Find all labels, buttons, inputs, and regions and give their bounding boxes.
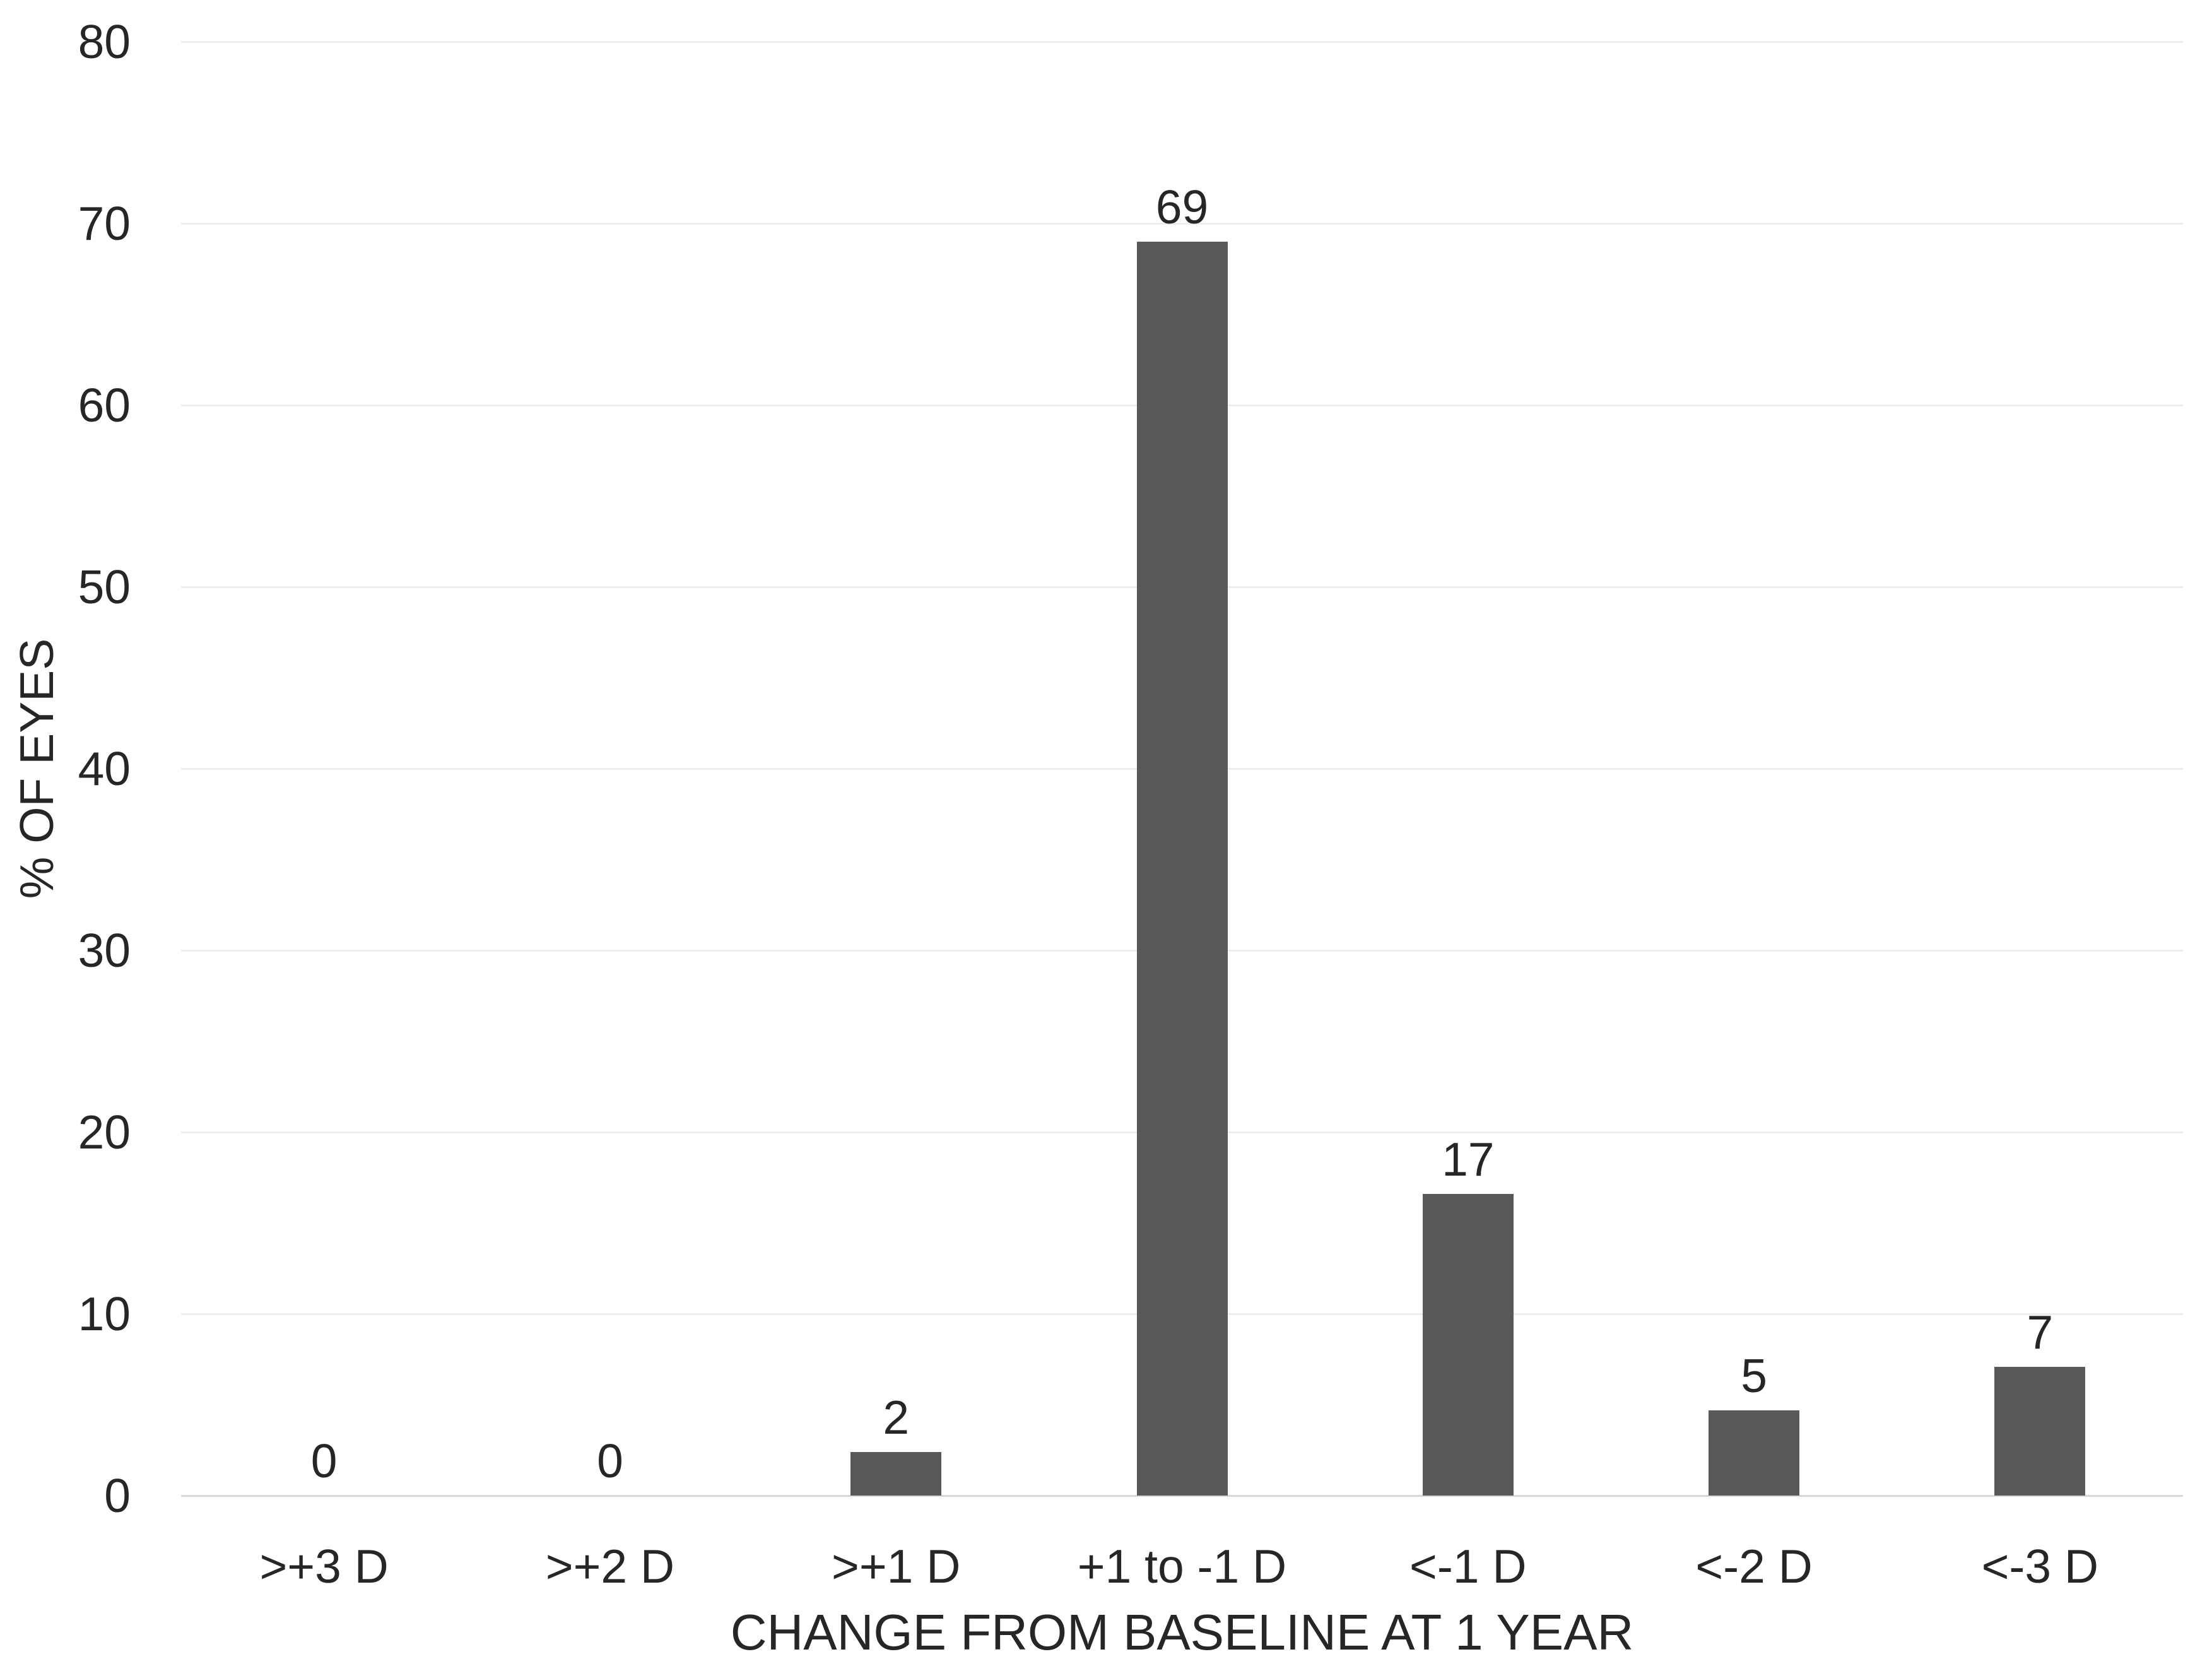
bar [1994, 1366, 2086, 1496]
bar [1422, 1193, 1514, 1496]
x-axis-line [181, 1495, 2183, 1497]
y-tick-label: 60 [78, 379, 131, 432]
bar [1709, 1410, 1800, 1496]
y-tick-label: 0 [104, 1469, 131, 1522]
x-tick-label: +1 to -1 D [1077, 1540, 1287, 1593]
x-tick-label: <-3 D [1981, 1540, 2099, 1593]
bar-value-label: 0 [310, 1434, 338, 1487]
x-tick-label: >+2 D [545, 1540, 675, 1593]
bar-value-label: 69 [1155, 180, 1209, 233]
bar [1136, 241, 1228, 1496]
bar-value-label: 2 [883, 1390, 910, 1444]
bar-value-label: 5 [1741, 1349, 1767, 1402]
x-tick-label: <-1 D [1409, 1540, 1527, 1593]
y-tick-label: 50 [78, 560, 131, 613]
gridline [181, 41, 2183, 43]
x-tick-label: <-2 D [1695, 1540, 1813, 1593]
y-tick-label: 30 [78, 924, 131, 977]
x-tick-label: >+1 D [832, 1540, 961, 1593]
x-axis-title: CHANGE FROM BASELINE AT 1 YEAR [730, 1604, 1634, 1660]
y-tick-label: 40 [78, 742, 131, 795]
y-tick-label: 20 [78, 1106, 131, 1159]
bar-value-label: 7 [2027, 1305, 2054, 1359]
bar [850, 1451, 942, 1496]
y-tick-label: 10 [78, 1287, 131, 1340]
gridline [181, 223, 2183, 225]
bar-value-label: 17 [1442, 1132, 1495, 1186]
y-tick-label: 70 [78, 197, 131, 250]
y-tick-label: 80 [78, 15, 131, 68]
bar-value-label: 0 [597, 1434, 623, 1487]
x-tick-label: >+3 D [259, 1540, 389, 1593]
